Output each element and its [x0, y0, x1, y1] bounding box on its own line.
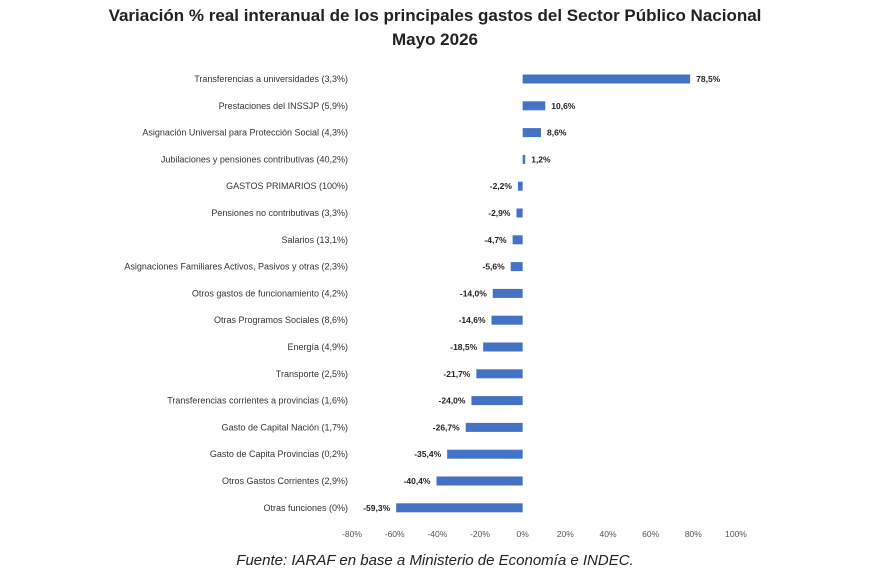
- category-label: Salarios (13,1%): [281, 235, 348, 245]
- bar: [436, 476, 523, 486]
- bar: [510, 262, 523, 272]
- data-label: 78,5%: [696, 74, 721, 84]
- data-label: 10,6%: [551, 101, 576, 111]
- data-label: -59,3%: [363, 503, 390, 513]
- bar: [522, 154, 526, 164]
- chart-subtitle: Mayo 2026: [392, 30, 478, 49]
- data-label: -21,7%: [443, 369, 470, 379]
- bar: [512, 235, 523, 245]
- bar: [396, 503, 523, 513]
- category-label: Pensiones no contributivas (3,3%): [211, 208, 348, 218]
- data-label: -14,0%: [460, 288, 487, 298]
- category-label: Gasto de Capita Provincias (0,2%): [210, 449, 348, 459]
- data-label: -18,5%: [450, 342, 477, 352]
- category-label: Otras funciones (0%): [263, 503, 348, 513]
- bar-chart: Transferencias a universidades (3,3%) 78,…: [124, 74, 747, 539]
- category-label: GASTOS PRIMARIOS (100%): [226, 181, 348, 191]
- bar: [465, 422, 523, 432]
- bar: [447, 449, 523, 459]
- bar: [476, 369, 523, 379]
- category-label: Jubilaciones y pensiones contributivas (…: [161, 154, 348, 164]
- data-label: -5,6%: [483, 262, 506, 272]
- data-label: 8,6%: [547, 128, 567, 138]
- data-label: -40,4%: [404, 476, 431, 486]
- x-tick-label: 0%: [517, 529, 530, 539]
- category-label: Asignaciones Familiares Activos, Pasivos…: [124, 262, 348, 272]
- bar: [471, 396, 523, 406]
- data-label: 1,2%: [531, 154, 551, 164]
- category-label: Otras Programos Sociales (8,6%): [214, 315, 348, 325]
- x-tick-label: 80%: [685, 529, 702, 539]
- x-tick-label: -20%: [470, 529, 490, 539]
- data-label: -24,0%: [439, 396, 466, 406]
- category-label: Prestaciones del INSSJP (5,9%): [219, 101, 348, 111]
- bar: [492, 288, 523, 298]
- category-label: Transporte (2,5%): [276, 369, 348, 379]
- category-label: Energía (4,9%): [287, 342, 348, 352]
- data-label: -2,9%: [488, 208, 511, 218]
- data-label: -2,2%: [490, 181, 513, 191]
- category-label: Otros Gastos Corrientes (2,9%): [222, 476, 348, 486]
- data-label: -14,6%: [459, 315, 486, 325]
- bar: [522, 101, 546, 111]
- x-tick-label: 60%: [642, 529, 659, 539]
- chart-title: Variación % real interanual de los princ…: [108, 6, 762, 25]
- bar: [522, 128, 542, 138]
- x-tick-label: 20%: [557, 529, 574, 539]
- x-tick-label: 40%: [599, 529, 616, 539]
- category-label: Gasto de Capital Nación (1,7%): [221, 422, 348, 432]
- data-label: -4,7%: [484, 235, 507, 245]
- category-label: Transferencias a universidades (3,3%): [194, 74, 348, 84]
- bar: [522, 74, 691, 84]
- x-tick-label: -40%: [427, 529, 447, 539]
- bar: [483, 342, 523, 352]
- x-tick-label: 100%: [725, 529, 747, 539]
- bar: [517, 181, 523, 191]
- category-label: Asignación Universal para Protección Soc…: [142, 128, 348, 138]
- data-label: -35,4%: [414, 449, 441, 459]
- bar: [491, 315, 523, 325]
- data-label: -26,7%: [433, 422, 460, 432]
- x-tick-label: -80%: [342, 529, 362, 539]
- chart-source: Fuente: IARAF en base a Ministerio de Ec…: [236, 552, 634, 569]
- category-label: Otros gastos de funcionamiento (4,2%): [192, 288, 348, 298]
- x-tick-label: -60%: [385, 529, 405, 539]
- bar: [516, 208, 523, 218]
- category-label: Transferencias corrientes a provincias (…: [167, 396, 348, 406]
